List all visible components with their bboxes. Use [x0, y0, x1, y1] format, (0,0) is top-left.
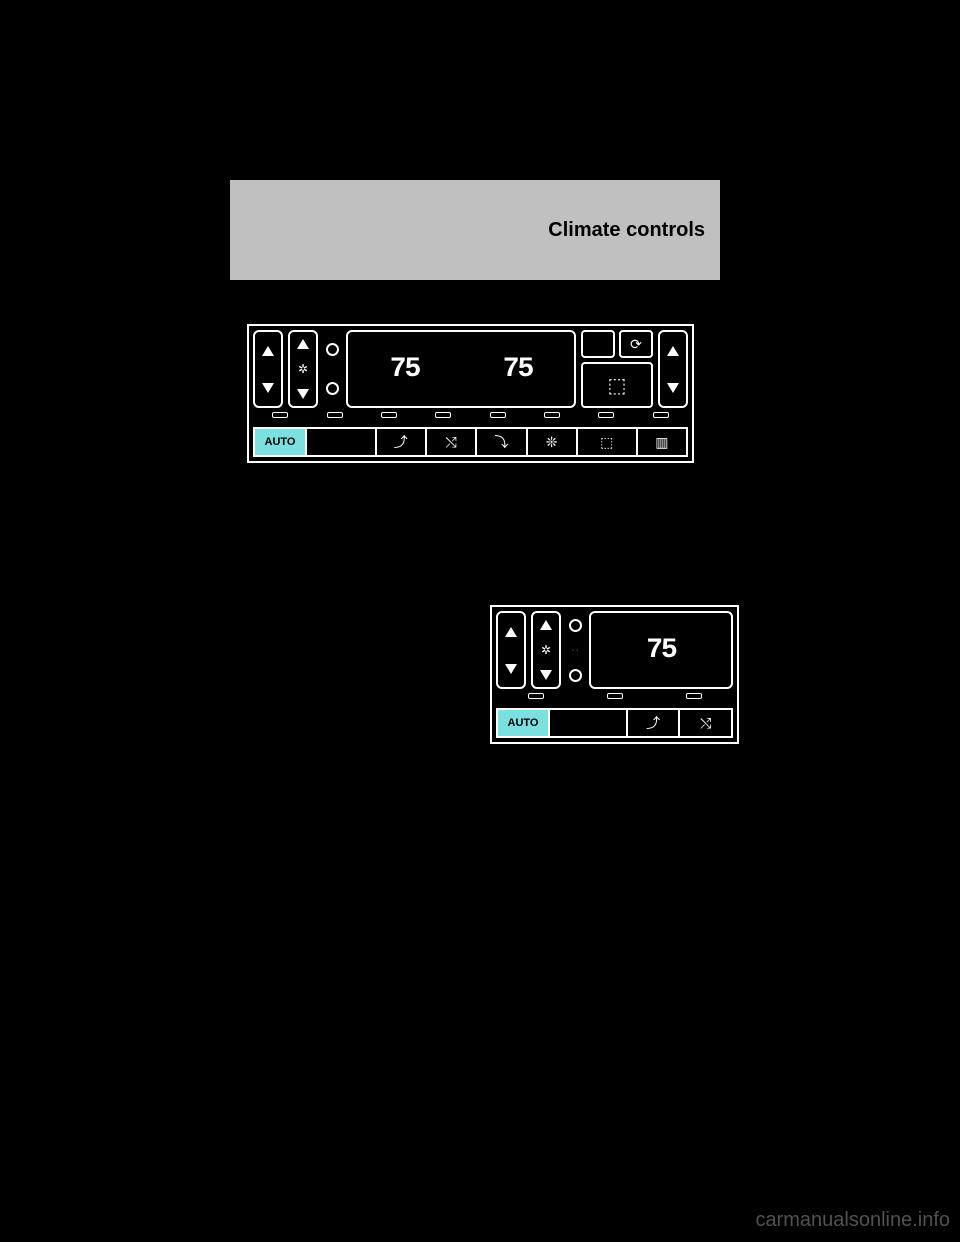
- ac-icon: [326, 382, 339, 395]
- indicator-symbols: [323, 330, 341, 408]
- panel-top-row: ✲ · · 75: [496, 611, 733, 689]
- watermark: carmanualsonline.info: [755, 1209, 950, 1232]
- ac-icon: [569, 669, 582, 682]
- temp-down-icon: [667, 383, 679, 393]
- panel-vent-button[interactable]: ⤴: [628, 710, 681, 736]
- mode-button-row: AUTO ⤴ ⤭ ⤵ ❊ ⬚ ▥: [253, 427, 688, 457]
- ext-temp-button[interactable]: [581, 330, 615, 358]
- front-defrost-button[interactable]: ⬚: [581, 362, 653, 408]
- bilevel-icon: ⤭: [445, 434, 456, 451]
- recirc-icon: [326, 343, 339, 356]
- indicator-led: [598, 412, 614, 418]
- recirc-button[interactable]: ⟳: [619, 330, 653, 358]
- temp-up-icon: [505, 627, 517, 637]
- defrost-button[interactable]: ⬚: [578, 429, 638, 455]
- driver-temp-readout: 75: [646, 635, 676, 666]
- indicator-led: [544, 412, 560, 418]
- fan-icon: ✲: [541, 643, 551, 657]
- passenger-temp-readout: 75: [503, 354, 533, 385]
- mode-button-row: AUTO ⤴ ⤭: [496, 708, 733, 738]
- indicator-lights: [253, 412, 688, 420]
- indicator-led: [653, 412, 669, 418]
- auto-button[interactable]: AUTO: [498, 710, 550, 736]
- bilevel-icon: ⤭: [700, 715, 711, 732]
- auto-label: AUTO: [508, 717, 539, 729]
- rear-defrost-button[interactable]: ▥: [638, 429, 686, 455]
- indicator-symbols: · ·: [566, 611, 584, 689]
- fan-speed-rocker[interactable]: ✲: [288, 330, 318, 408]
- auto-button[interactable]: AUTO: [255, 429, 307, 455]
- bilevel-button[interactable]: ⤭: [427, 429, 477, 455]
- page-title: Climate controls: [548, 219, 705, 242]
- panel-vent-icon: ⤴: [394, 432, 408, 452]
- passenger-temp-rocker[interactable]: [658, 330, 688, 408]
- indicator-lights: [496, 693, 733, 701]
- front-defrost-icon: ⬚: [608, 373, 627, 398]
- fan-down-icon: [540, 670, 552, 680]
- climate-display: 75 75: [346, 330, 576, 408]
- panel-vent-button[interactable]: ⤴: [377, 429, 427, 455]
- floor-icon: ⤵: [494, 432, 508, 452]
- floor-button[interactable]: ⤵: [477, 429, 527, 455]
- auto-label: AUTO: [265, 436, 296, 448]
- indicator-led: [686, 693, 702, 699]
- fan-up-icon: [297, 339, 309, 349]
- fan-down-icon: [297, 389, 309, 399]
- climate-display: 75: [589, 611, 733, 689]
- header-band: Climate controls: [230, 180, 720, 280]
- indicator-led: [528, 693, 544, 699]
- defrost-icon: ⬚: [600, 434, 613, 451]
- panel-top-row: ✲ 75 75 ⟳ ⬚: [253, 330, 688, 408]
- off-button[interactable]: [550, 710, 628, 736]
- label-icon: · ·: [572, 647, 579, 654]
- temp-down-icon: [505, 664, 517, 674]
- recirc-car-icon: ⟳: [630, 336, 642, 353]
- indicator-led: [272, 412, 288, 418]
- fan-up-icon: [540, 620, 552, 630]
- temp-down-icon: [262, 383, 274, 393]
- indicator-led: [490, 412, 506, 418]
- driver-temp-rocker[interactable]: [496, 611, 526, 689]
- right-button-stack: ⟳ ⬚: [581, 330, 653, 408]
- driver-temp-readout: 75: [390, 354, 420, 385]
- temp-up-icon: [667, 346, 679, 356]
- indicator-led: [381, 412, 397, 418]
- indicator-led: [607, 693, 623, 699]
- indicator-led: [435, 412, 451, 418]
- indicator-led: [327, 412, 343, 418]
- temp-up-icon: [262, 346, 274, 356]
- fan-icon: ✲: [298, 362, 308, 376]
- rear-defrost-icon: ▥: [655, 434, 668, 451]
- panel-vent-icon: ⤴: [646, 713, 660, 733]
- bilevel-button[interactable]: ⤭: [680, 710, 731, 736]
- off-button[interactable]: [307, 429, 377, 455]
- floor-defrost-icon: ❊: [546, 434, 558, 451]
- climate-panel-full: ✲ 75 75 ⟳ ⬚: [247, 324, 694, 463]
- fan-speed-rocker[interactable]: ✲: [531, 611, 561, 689]
- driver-temp-rocker[interactable]: [253, 330, 283, 408]
- recirc-icon: [569, 619, 582, 632]
- climate-panel-partial: ✲ · · 75 AUTO ⤴ ⤭: [490, 605, 739, 744]
- floor-defrost-button[interactable]: ❊: [528, 429, 578, 455]
